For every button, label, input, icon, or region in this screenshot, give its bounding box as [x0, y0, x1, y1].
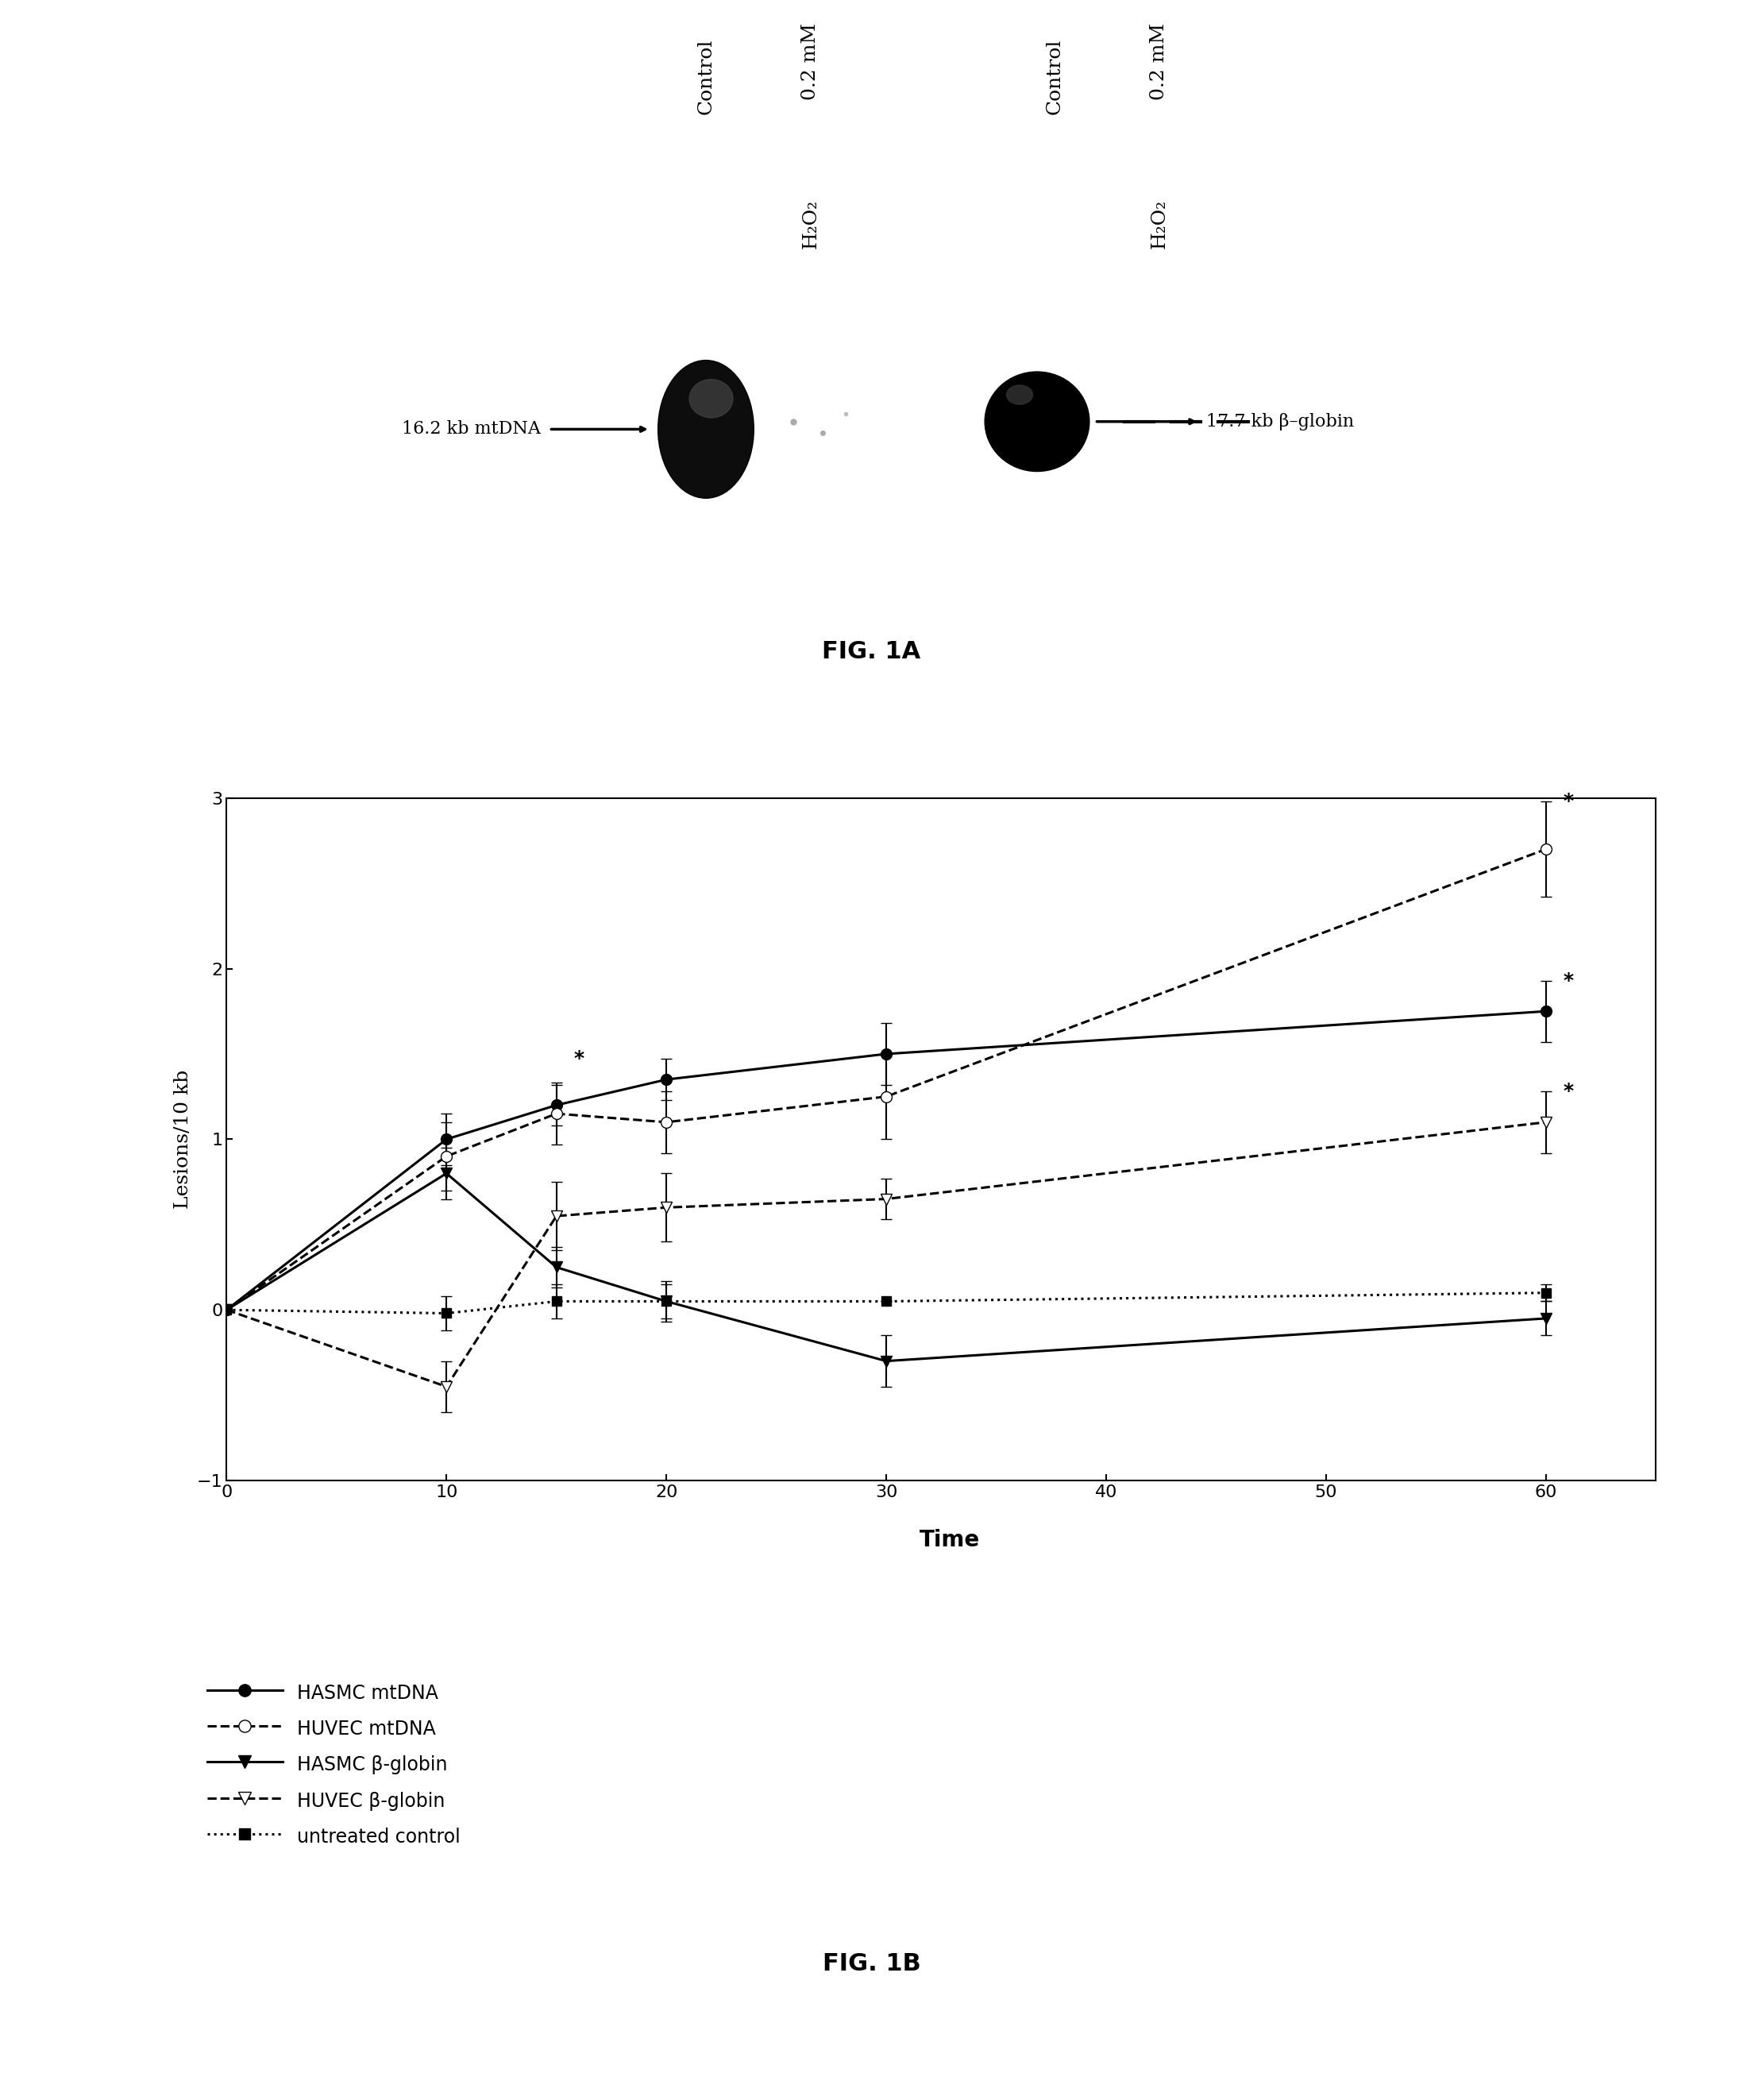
Text: Control: Control	[1046, 38, 1063, 113]
Text: *: *	[1563, 970, 1574, 989]
Text: *: *	[1563, 792, 1574, 811]
Text: *: *	[1563, 1082, 1574, 1100]
Text: 16.2 kb mtDNA: 16.2 kb mtDNA	[401, 420, 540, 439]
Ellipse shape	[1006, 384, 1032, 405]
Ellipse shape	[659, 361, 753, 498]
Ellipse shape	[985, 372, 1089, 470]
Ellipse shape	[690, 380, 734, 418]
Text: Time: Time	[920, 1529, 980, 1552]
Text: 17.7 kb β–globin: 17.7 kb β–globin	[1206, 414, 1354, 430]
Text: H₂O₂: H₂O₂	[1150, 200, 1168, 248]
Text: Control: Control	[697, 38, 715, 113]
Text: *: *	[573, 1050, 584, 1069]
Text: 0.2 mM: 0.2 mM	[802, 23, 819, 101]
Text: 0.2 mM: 0.2 mM	[1150, 23, 1168, 101]
Text: FIG. 1A: FIG. 1A	[823, 640, 920, 664]
Text: FIG. 1B: FIG. 1B	[823, 1953, 920, 1974]
Legend: HASMC mtDNA, HUVEC mtDNA, HASMC β-globin, HUVEC β-globin, untreated control: HASMC mtDNA, HUVEC mtDNA, HASMC β-globin…	[207, 1680, 460, 1848]
Y-axis label: Lesions/10 kb: Lesions/10 kb	[174, 1069, 192, 1210]
Text: H₂O₂: H₂O₂	[802, 200, 819, 248]
